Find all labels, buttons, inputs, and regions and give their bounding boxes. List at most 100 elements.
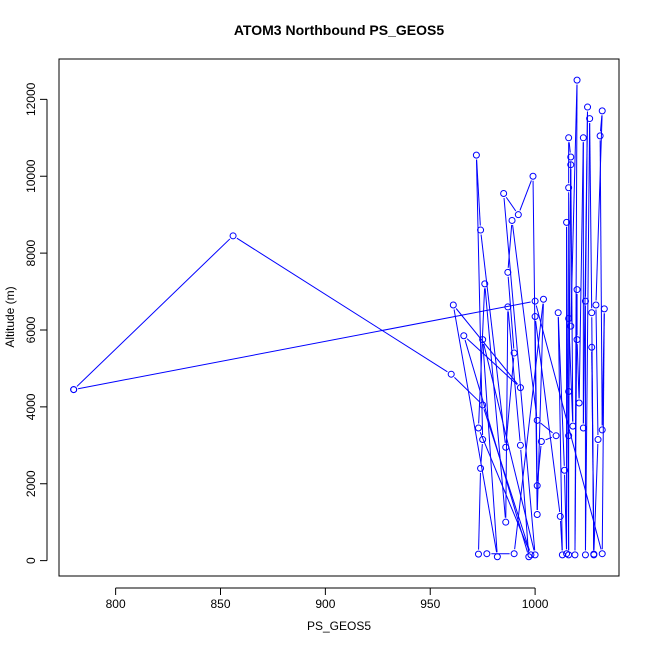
series-segment — [557, 317, 565, 466]
y-tick-label: 12000 — [24, 82, 38, 116]
series-segment — [483, 409, 531, 551]
data-point — [569, 422, 577, 430]
x-tick-label: 1000 — [522, 597, 549, 611]
series-segment — [76, 238, 231, 387]
data-point — [504, 303, 512, 311]
data-point — [525, 553, 533, 561]
data-point — [70, 386, 78, 394]
y-axis: 0 2000 4000 6000 8000 10000 12000 — [24, 82, 48, 564]
series-segment — [78, 301, 531, 390]
data-point — [560, 466, 568, 474]
series-segment — [593, 444, 599, 550]
data-point — [600, 305, 608, 313]
series-segment — [482, 344, 498, 553]
data-point — [516, 384, 524, 392]
data-point — [479, 436, 487, 444]
series-segment — [589, 123, 593, 309]
series-segment — [519, 180, 532, 211]
series-segment — [503, 197, 536, 551]
data-point — [588, 309, 596, 317]
data-point — [447, 370, 455, 378]
data-point — [556, 512, 564, 520]
data-point — [474, 424, 482, 432]
data-point — [565, 184, 573, 192]
data-point — [531, 551, 539, 559]
series-segment — [453, 309, 498, 553]
series-segment — [557, 317, 563, 551]
y-tick-label: 2000 — [24, 470, 38, 497]
data-point — [581, 297, 589, 305]
data-point — [474, 550, 482, 558]
data-point — [527, 551, 535, 559]
series-segment — [595, 309, 599, 436]
series-segment — [466, 338, 518, 385]
data-point — [502, 443, 510, 451]
data-point — [531, 313, 539, 321]
series-segment — [576, 344, 580, 399]
data-point — [514, 211, 522, 219]
series-segment — [476, 159, 481, 226]
data-point — [477, 226, 485, 234]
data-point — [596, 132, 604, 140]
series-segment — [570, 84, 578, 322]
data-point — [579, 134, 587, 142]
data-point — [565, 134, 573, 142]
series-segment — [595, 115, 603, 301]
series-segment — [478, 472, 481, 550]
data-point — [516, 441, 524, 449]
data-point — [584, 103, 592, 111]
series-segment — [535, 320, 561, 513]
data-point — [493, 553, 501, 561]
data-point — [590, 550, 598, 558]
data-point — [598, 426, 606, 434]
data-point — [565, 314, 573, 322]
data-point — [479, 336, 487, 344]
data-point — [510, 550, 518, 558]
data-point — [567, 161, 575, 169]
series-segment — [480, 443, 483, 464]
data-point — [502, 518, 510, 526]
series-layer — [70, 76, 608, 561]
series-segment — [507, 276, 515, 349]
series-segment — [484, 288, 506, 518]
series-segment — [507, 224, 513, 268]
data-point — [573, 286, 581, 294]
series-segment — [455, 308, 518, 385]
series-segment — [236, 237, 448, 373]
series-segment — [540, 422, 553, 434]
data-point — [565, 387, 573, 395]
series-segment — [534, 321, 538, 482]
y-tick-label: 0 — [24, 557, 38, 564]
x-tick-label: 850 — [210, 597, 230, 611]
data-point — [575, 399, 583, 407]
series-segment — [464, 339, 529, 553]
y-axis-label: Altitude (m) — [3, 286, 17, 347]
series-segment — [512, 224, 538, 416]
data-point — [500, 190, 508, 198]
series-segment — [537, 445, 542, 482]
series-segment — [601, 313, 605, 550]
data-point — [558, 551, 566, 559]
data-point — [483, 550, 491, 558]
series-segment — [578, 142, 584, 399]
series-segment — [584, 123, 591, 551]
data-point — [554, 309, 562, 317]
data-point — [539, 295, 547, 303]
y-tick-label: 4000 — [24, 393, 38, 420]
series-segment — [520, 449, 529, 553]
data-point — [510, 349, 518, 357]
series-segment — [568, 142, 571, 153]
data-point — [508, 216, 516, 224]
x-tick-label: 900 — [315, 597, 335, 611]
series-segment — [599, 140, 603, 426]
data-point — [229, 232, 237, 240]
series-segment — [568, 322, 574, 422]
data-point — [586, 115, 594, 123]
x-axis-label: PS_GEOS5 — [307, 619, 371, 633]
data-point — [472, 151, 480, 159]
series-segment — [584, 111, 588, 297]
data-point — [581, 551, 589, 559]
data-point — [529, 172, 537, 180]
data-point — [481, 280, 489, 288]
